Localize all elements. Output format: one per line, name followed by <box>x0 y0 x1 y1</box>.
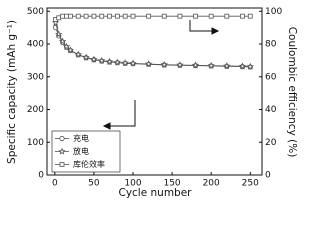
marker-square <box>75 13 81 19</box>
marker-square <box>193 13 198 19</box>
marker-square <box>240 13 245 19</box>
series <box>53 13 253 22</box>
legend-label: 放电 <box>73 146 89 156</box>
y2-tick-label: 60 <box>265 72 277 82</box>
marker-square <box>59 162 65 167</box>
marker-square <box>83 13 89 19</box>
y2-tick-label: 20 <box>265 138 277 148</box>
x-tick-label: 100 <box>124 179 141 189</box>
y-tick-label: 100 <box>27 138 44 148</box>
marker-square <box>56 15 62 21</box>
legend-label: 库伦效率 <box>73 159 105 169</box>
marker-star <box>58 147 66 155</box>
marker-square <box>107 13 112 19</box>
y-axis-label: Specific capacity (mAh g⁻¹) <box>6 20 18 164</box>
plot-frame <box>46 7 263 176</box>
marker-square <box>146 13 152 19</box>
marker-star <box>66 46 75 54</box>
y-tick-label: 300 <box>27 72 44 82</box>
marker-square <box>68 13 73 19</box>
arrow-capacity <box>108 100 136 127</box>
marker-star <box>121 59 129 67</box>
marker-star <box>62 42 71 50</box>
x-tick-label: 250 <box>242 179 259 189</box>
marker-star <box>191 61 200 69</box>
marker-square <box>60 13 66 19</box>
marker-square <box>64 13 69 19</box>
marker-square <box>114 13 120 19</box>
y2-axis-label: Coulombic efficiency (%) <box>286 27 298 158</box>
marker-square <box>91 13 97 19</box>
y-tick-label: 500 <box>27 7 44 17</box>
marker-star <box>82 53 90 61</box>
marker-star <box>238 62 247 70</box>
x-axis-label: Cycle number <box>118 187 192 199</box>
marker-star <box>246 62 255 70</box>
y2-tick-label: 80 <box>265 40 277 50</box>
marker-star <box>223 62 231 70</box>
y2-tick-label: 100 <box>265 7 282 17</box>
y2-tick-label: 0 <box>265 171 271 181</box>
marker-star <box>144 60 153 68</box>
arrowhead <box>211 27 220 35</box>
x-tick-label: 150 <box>163 179 180 189</box>
marker-square <box>122 13 128 19</box>
marker-star <box>105 57 114 65</box>
marker-square <box>177 13 183 19</box>
marker-star <box>129 59 137 67</box>
marker-square <box>208 13 214 19</box>
marker-star <box>74 50 83 58</box>
chart: Cycle number Specific capacity (mAh g⁻¹)… <box>6 7 298 199</box>
marker-star <box>97 56 106 64</box>
x-tick-label: 0 <box>52 179 58 189</box>
marker-star <box>160 60 169 68</box>
marker-square <box>99 13 105 19</box>
annotation-arrows <box>102 20 220 130</box>
arrowhead <box>102 122 111 130</box>
x-tick-label: 50 <box>88 179 100 189</box>
marker-square <box>161 13 167 19</box>
y-tick-label: 400 <box>27 40 44 50</box>
marker-circle <box>59 135 65 142</box>
legend-label: 充电 <box>73 133 89 143</box>
y2-tick-label: 40 <box>265 105 277 115</box>
marker-star <box>113 58 122 66</box>
arrow-efficiency <box>189 20 214 32</box>
series-line <box>55 27 251 68</box>
marker-square <box>130 13 136 19</box>
marker-square <box>247 13 253 19</box>
marker-star <box>54 30 63 38</box>
series <box>52 25 253 70</box>
marker-star <box>207 61 215 69</box>
series <box>51 18 255 70</box>
marker-star <box>58 37 67 45</box>
y-tick-label: 0 <box>38 171 44 181</box>
marker-star <box>176 61 184 69</box>
y-tick-label: 200 <box>27 105 44 115</box>
marker-square <box>224 13 230 19</box>
marker-star <box>90 55 98 63</box>
x-tick-label: 200 <box>203 179 220 189</box>
